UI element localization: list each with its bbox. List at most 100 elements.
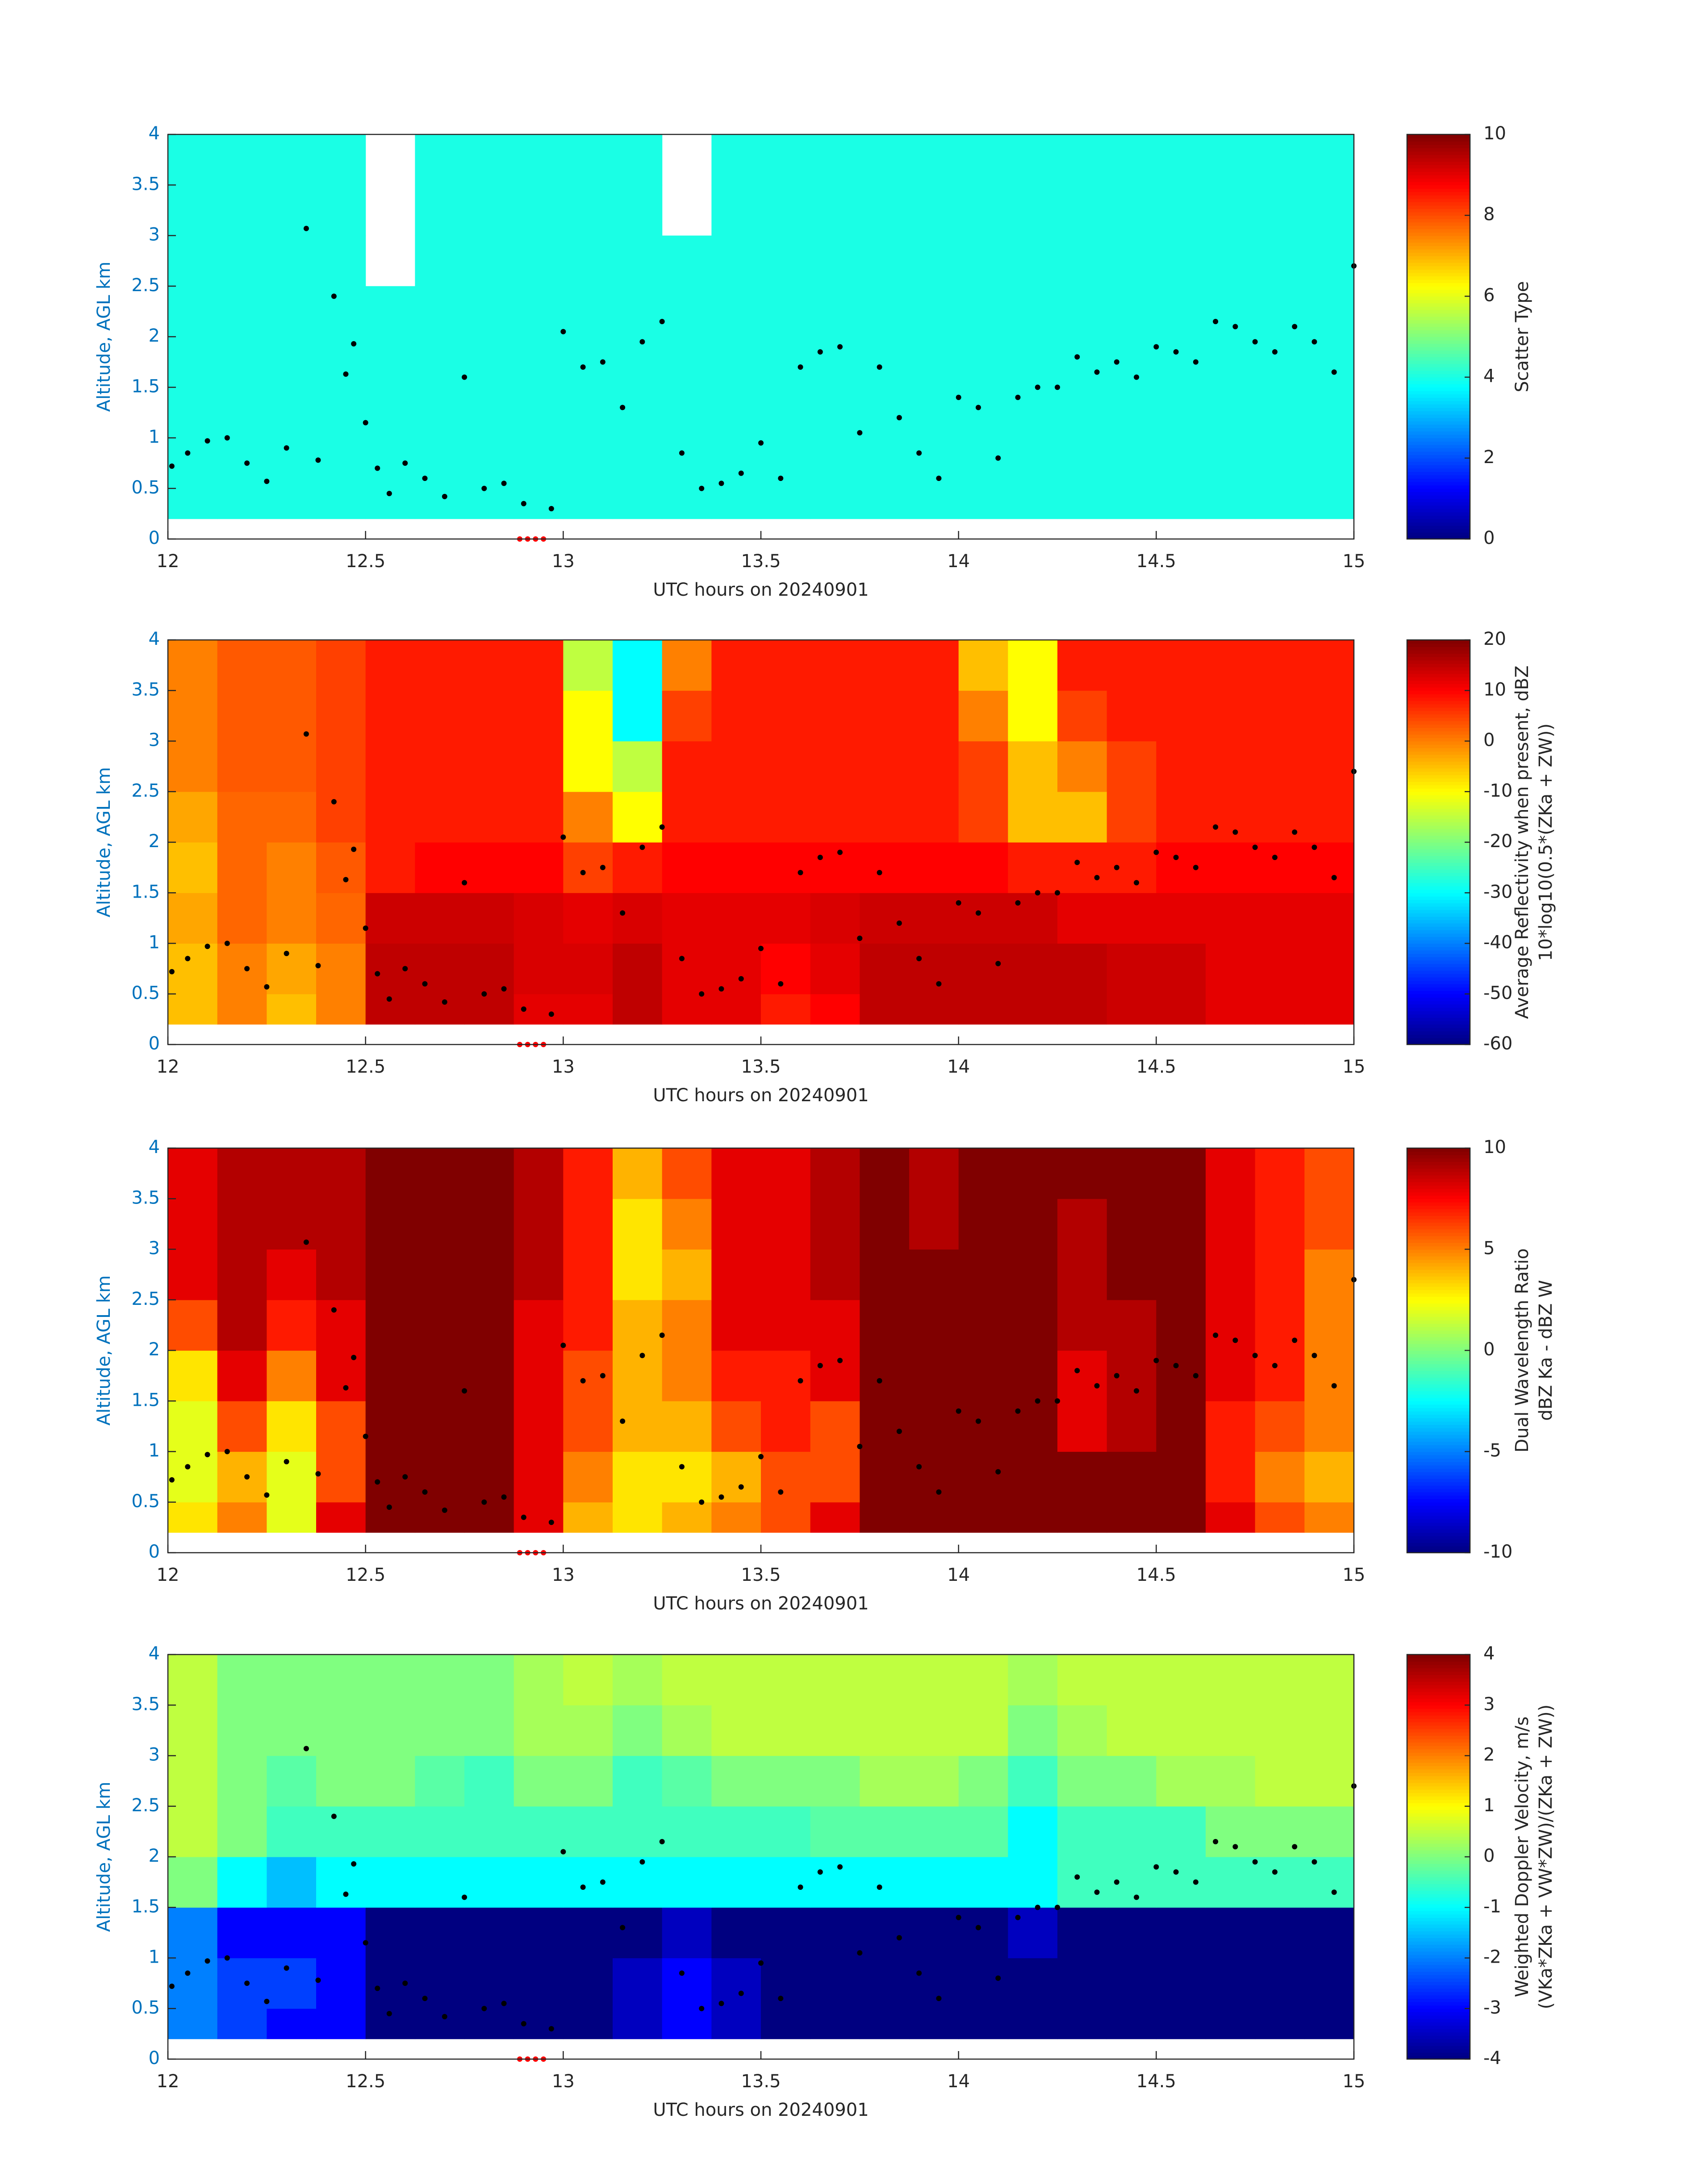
heatmap-cell — [168, 1300, 218, 1351]
heatmap-cell — [168, 185, 218, 236]
cloud-base-point — [956, 394, 961, 400]
cloud-base-point — [639, 844, 645, 850]
heatmap-cell — [1008, 185, 1058, 236]
colorbar-swatch — [1407, 1178, 1470, 1183]
colorbar-swatch — [1407, 974, 1470, 978]
heatmap-cell — [267, 134, 317, 185]
heatmap-cell — [662, 438, 712, 489]
heatmap-cell — [316, 1300, 366, 1351]
cloud-base-point — [244, 460, 250, 466]
heatmap-cell — [810, 2008, 860, 2039]
heatmap-cell — [316, 741, 366, 792]
heatmap-cell — [1057, 1350, 1107, 1401]
colorbar-swatch — [1407, 1441, 1470, 1446]
colorbar-swatch — [1407, 320, 1470, 324]
colorbar-swatch — [1407, 670, 1470, 674]
heatmap-cell — [415, 640, 465, 691]
colorbar-swatch — [1407, 2008, 1470, 2013]
colorbar-swatch — [1407, 977, 1470, 981]
colorbar-swatch — [1407, 721, 1470, 725]
colorbar-swatch — [1407, 1975, 1470, 1979]
cloud-base-point — [956, 1408, 961, 1414]
colorbar-swatch — [1407, 1867, 1470, 1871]
colorbar-tick-label: 0 — [1483, 528, 1495, 548]
colorbar-tick-label: 2 — [1483, 1745, 1495, 1765]
colorbar-swatch — [1407, 1014, 1470, 1018]
cloud-base-point — [778, 981, 784, 987]
cloud-base-point — [1311, 339, 1317, 345]
heatmap-cell — [267, 1907, 317, 1959]
cloud-base-point — [442, 1507, 447, 1513]
heatmap-cell — [662, 337, 712, 388]
heatmap-cell — [761, 1502, 811, 1533]
colorbar-swatch — [1407, 1843, 1470, 1847]
colorbar-swatch — [1407, 289, 1470, 293]
colorbar-swatch — [1407, 1515, 1470, 1520]
cloud-base-point — [877, 869, 882, 875]
heatmap-cell — [1206, 1350, 1256, 1401]
colorbar-swatch — [1407, 1445, 1470, 1449]
colorbar-swatch — [1407, 1968, 1470, 1972]
heatmap-cell — [662, 235, 712, 287]
colorbar-swatch — [1407, 2005, 1470, 2009]
colorbar-swatch — [1407, 1995, 1470, 1999]
heatmap-cell — [711, 286, 761, 337]
heatmap-cell — [514, 1350, 564, 1401]
colorbar-swatch — [1407, 727, 1470, 731]
cloud-base-point — [738, 1484, 744, 1490]
heatmap-cell — [415, 1199, 465, 1250]
heatmap-cell — [711, 1705, 761, 1756]
colorbar-swatch — [1407, 209, 1470, 213]
colorbar-swatch — [1407, 1894, 1470, 1898]
heatmap-cell — [217, 741, 267, 792]
heatmap-cell — [1057, 893, 1107, 944]
colorbar-swatch — [1407, 714, 1470, 718]
y-tick-label: 0.5 — [131, 477, 160, 498]
cloud-base-point — [995, 455, 1001, 461]
colorbar-swatch — [1407, 1735, 1470, 1739]
heatmap-cell — [613, 2008, 663, 2039]
cloud-base-point — [386, 1504, 392, 1510]
colorbar-swatch — [1407, 1408, 1470, 1412]
colorbar-label: (VKa*ZKa + VW*ZW)/(ZKa + ZW)) — [1536, 1705, 1556, 2010]
heatmap-cell — [168, 235, 218, 287]
heatmap-cell — [168, 791, 218, 843]
colorbar-swatch — [1407, 1225, 1470, 1229]
heatmap-cell — [810, 1755, 860, 1807]
cloud-base-point — [1153, 1358, 1159, 1363]
heatmap-cell — [1156, 791, 1206, 843]
heatmap-cell — [1255, 1705, 1305, 1756]
colorbar-swatch — [1407, 1269, 1470, 1274]
cloud-base-point — [1193, 359, 1199, 365]
heatmap-cell — [1206, 1907, 1256, 1959]
heatmap-cell — [168, 1907, 218, 1959]
colorbar-swatch — [1407, 1712, 1470, 1716]
colorbar-swatch — [1407, 427, 1470, 432]
heatmap-cell — [563, 1401, 613, 1452]
cloud-base-point — [975, 1925, 981, 1930]
colorbar-swatch — [1407, 347, 1470, 351]
heatmap — [168, 640, 1354, 1025]
cloud-base-point — [1193, 865, 1199, 870]
colorbar-tick-label: -3 — [1483, 1997, 1501, 2018]
colorbar-swatch — [1407, 856, 1470, 860]
colorbar-swatch — [1407, 791, 1470, 796]
heatmap-cell — [860, 1755, 910, 1807]
colorbar-swatch — [1407, 1927, 1470, 1931]
heatmap-cell — [1304, 640, 1354, 691]
heatmap-cell — [316, 1705, 366, 1756]
heatmap-cell — [316, 1451, 366, 1503]
heatmap-cell — [514, 640, 564, 691]
colorbar-swatch — [1407, 239, 1470, 243]
colorbar-swatch — [1407, 1857, 1470, 1861]
colorbar-swatch — [1407, 232, 1470, 236]
heatmap-cell — [860, 741, 910, 792]
x-tick-label: 12.5 — [346, 1057, 385, 1077]
colorbar-swatch — [1407, 326, 1470, 330]
colorbar-swatch — [1407, 1681, 1470, 1685]
colorbar-swatch — [1407, 377, 1470, 381]
cloud-base-point — [1055, 1398, 1060, 1404]
colorbar-swatch — [1407, 940, 1470, 944]
heatmap-cell — [415, 1502, 465, 1533]
cloud-base-point — [580, 364, 586, 370]
